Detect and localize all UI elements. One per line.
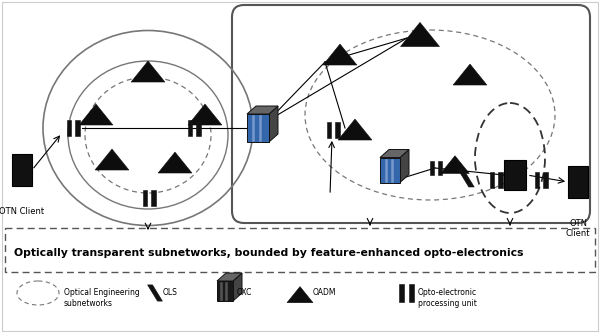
Polygon shape [400, 150, 409, 182]
FancyBboxPatch shape [430, 161, 434, 175]
FancyBboxPatch shape [67, 120, 71, 136]
Text: Optically transparent subnetworks, bounded by feature-enhanced opto-electronics: Optically transparent subnetworks, bound… [14, 248, 523, 258]
Text: OLS: OLS [163, 288, 178, 297]
FancyBboxPatch shape [399, 284, 404, 302]
Polygon shape [131, 61, 165, 82]
FancyBboxPatch shape [247, 114, 269, 142]
Text: OXC: OXC [237, 288, 253, 297]
FancyBboxPatch shape [438, 161, 442, 175]
Text: OADM: OADM [313, 288, 337, 297]
FancyBboxPatch shape [217, 281, 233, 301]
Polygon shape [323, 44, 357, 65]
Polygon shape [247, 106, 278, 114]
FancyBboxPatch shape [568, 166, 588, 198]
Polygon shape [95, 149, 129, 170]
Polygon shape [287, 287, 313, 303]
Polygon shape [217, 273, 242, 281]
FancyBboxPatch shape [490, 172, 494, 188]
FancyBboxPatch shape [188, 120, 192, 136]
FancyBboxPatch shape [143, 190, 147, 206]
Polygon shape [148, 285, 163, 301]
Polygon shape [453, 64, 487, 85]
Polygon shape [401, 22, 439, 47]
Polygon shape [440, 156, 469, 173]
FancyBboxPatch shape [498, 172, 503, 188]
FancyBboxPatch shape [380, 158, 400, 182]
Polygon shape [269, 106, 278, 142]
FancyBboxPatch shape [5, 228, 595, 272]
Polygon shape [188, 104, 222, 125]
Polygon shape [79, 104, 113, 125]
Text: OTN
Client: OTN Client [566, 219, 590, 238]
Polygon shape [233, 273, 242, 301]
FancyBboxPatch shape [326, 122, 331, 138]
FancyBboxPatch shape [543, 172, 548, 188]
Polygon shape [380, 150, 409, 158]
FancyBboxPatch shape [535, 172, 539, 188]
Text: Optical Engineering
subnetworks: Optical Engineering subnetworks [64, 288, 140, 308]
Polygon shape [338, 119, 372, 140]
FancyBboxPatch shape [12, 154, 32, 186]
FancyBboxPatch shape [504, 160, 526, 190]
FancyBboxPatch shape [151, 190, 155, 206]
Polygon shape [158, 152, 192, 173]
FancyBboxPatch shape [232, 5, 590, 223]
FancyBboxPatch shape [196, 120, 200, 136]
FancyBboxPatch shape [409, 284, 413, 302]
Text: Opto-electronic
processing unit: Opto-electronic processing unit [418, 288, 477, 308]
FancyBboxPatch shape [335, 122, 340, 138]
FancyBboxPatch shape [75, 120, 80, 136]
Text: OTN Client: OTN Client [0, 207, 44, 216]
Polygon shape [458, 169, 474, 187]
